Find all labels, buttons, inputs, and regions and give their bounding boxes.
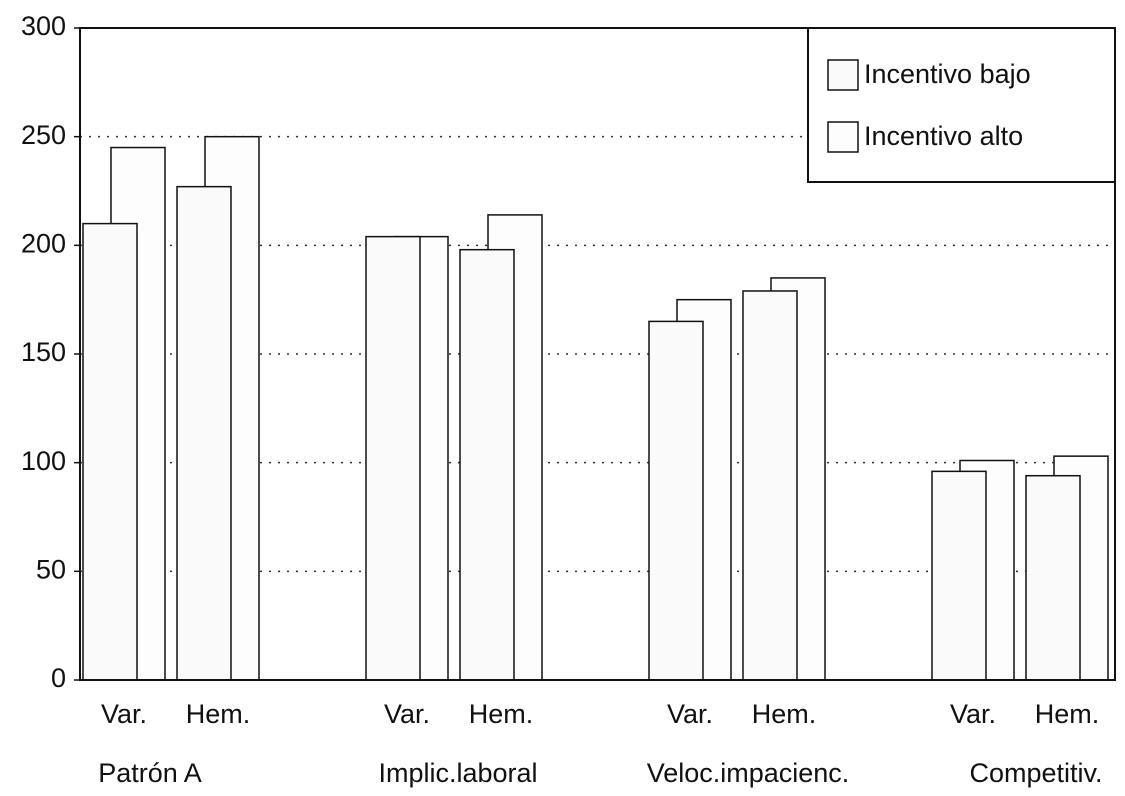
group-label: Competitiv.: [969, 758, 1102, 788]
y-tick-label: 250: [21, 120, 66, 150]
x-tick-label: Hem.: [469, 699, 534, 729]
legend-label: Incentivo bajo: [864, 59, 1031, 89]
y-tick-label: 300: [21, 11, 66, 41]
x-tick-label: Hem.: [186, 699, 251, 729]
legend-box: [807, 27, 1116, 183]
legend-swatch: [827, 121, 859, 153]
bar: [1025, 474, 1081, 681]
group-label: Veloc.impacienc.: [647, 758, 850, 788]
plot-frame: [79, 27, 1116, 681]
y-tick-label: 100: [21, 446, 66, 476]
bar: [931, 470, 987, 681]
x-tick-label: Hem.: [752, 699, 817, 729]
group-label: Implic.laboral: [378, 758, 537, 788]
legend-label: Incentivo alto: [864, 121, 1023, 151]
x-tick-label: Hem.: [1035, 699, 1100, 729]
x-tick-label: Var.: [384, 699, 430, 729]
bar: [459, 248, 515, 681]
x-tick-label: Var.: [950, 699, 996, 729]
group-label: Patrón A: [98, 758, 202, 788]
x-tick-label: Var.: [101, 699, 147, 729]
legend-swatch: [827, 59, 859, 91]
y-tick-label: 200: [21, 228, 66, 258]
bar: [365, 235, 421, 681]
x-tick-label: Var.: [667, 699, 713, 729]
bar: [648, 320, 704, 681]
y-tick-label: 50: [36, 554, 66, 584]
bar: [82, 222, 138, 681]
bar: [742, 290, 798, 681]
y-tick-label: 150: [21, 337, 66, 367]
y-tick-label: 0: [51, 663, 66, 693]
bar: [176, 185, 232, 681]
